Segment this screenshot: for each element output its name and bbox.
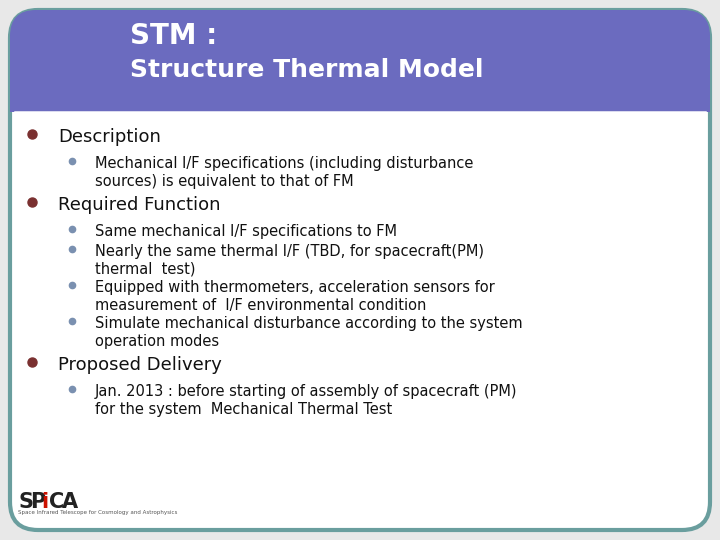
Text: Space Infrared Telescope for Cosmology and Astrophysics: Space Infrared Telescope for Cosmology a… — [18, 510, 177, 515]
Text: Simulate mechanical disturbance according to the system: Simulate mechanical disturbance accordin… — [95, 316, 523, 331]
Text: i: i — [41, 492, 48, 512]
Text: Proposed Delivery: Proposed Delivery — [58, 356, 222, 374]
Text: Description: Description — [58, 128, 161, 146]
Text: Structure Thermal Model: Structure Thermal Model — [130, 58, 484, 82]
Text: A: A — [62, 492, 78, 512]
Text: sources) is equivalent to that of FM: sources) is equivalent to that of FM — [95, 174, 354, 189]
Text: P: P — [30, 492, 45, 512]
Text: for the system  Mechanical Thermal Test: for the system Mechanical Thermal Test — [95, 402, 392, 417]
Text: measurement of  I/F environmental condition: measurement of I/F environmental conditi… — [95, 298, 426, 313]
FancyBboxPatch shape — [10, 10, 710, 112]
Bar — [10, 86, 710, 112]
Text: Nearly the same thermal I/F (TBD, for spacecraft(PM): Nearly the same thermal I/F (TBD, for sp… — [95, 244, 484, 259]
Text: Equipped with thermometers, acceleration sensors for: Equipped with thermometers, acceleration… — [95, 280, 495, 295]
Text: C: C — [49, 492, 64, 512]
Text: S: S — [18, 492, 33, 512]
Text: operation modes: operation modes — [95, 334, 219, 349]
Text: thermal  test): thermal test) — [95, 262, 196, 277]
Text: Required Function: Required Function — [58, 196, 220, 214]
Text: Jan. 2013 : before starting of assembly of spacecraft (PM): Jan. 2013 : before starting of assembly … — [95, 384, 518, 399]
Text: STM :: STM : — [130, 22, 217, 50]
FancyBboxPatch shape — [10, 10, 710, 530]
Text: Mechanical I/F specifications (including disturbance: Mechanical I/F specifications (including… — [95, 156, 473, 171]
Text: Same mechanical I/F specifications to FM: Same mechanical I/F specifications to FM — [95, 224, 397, 239]
